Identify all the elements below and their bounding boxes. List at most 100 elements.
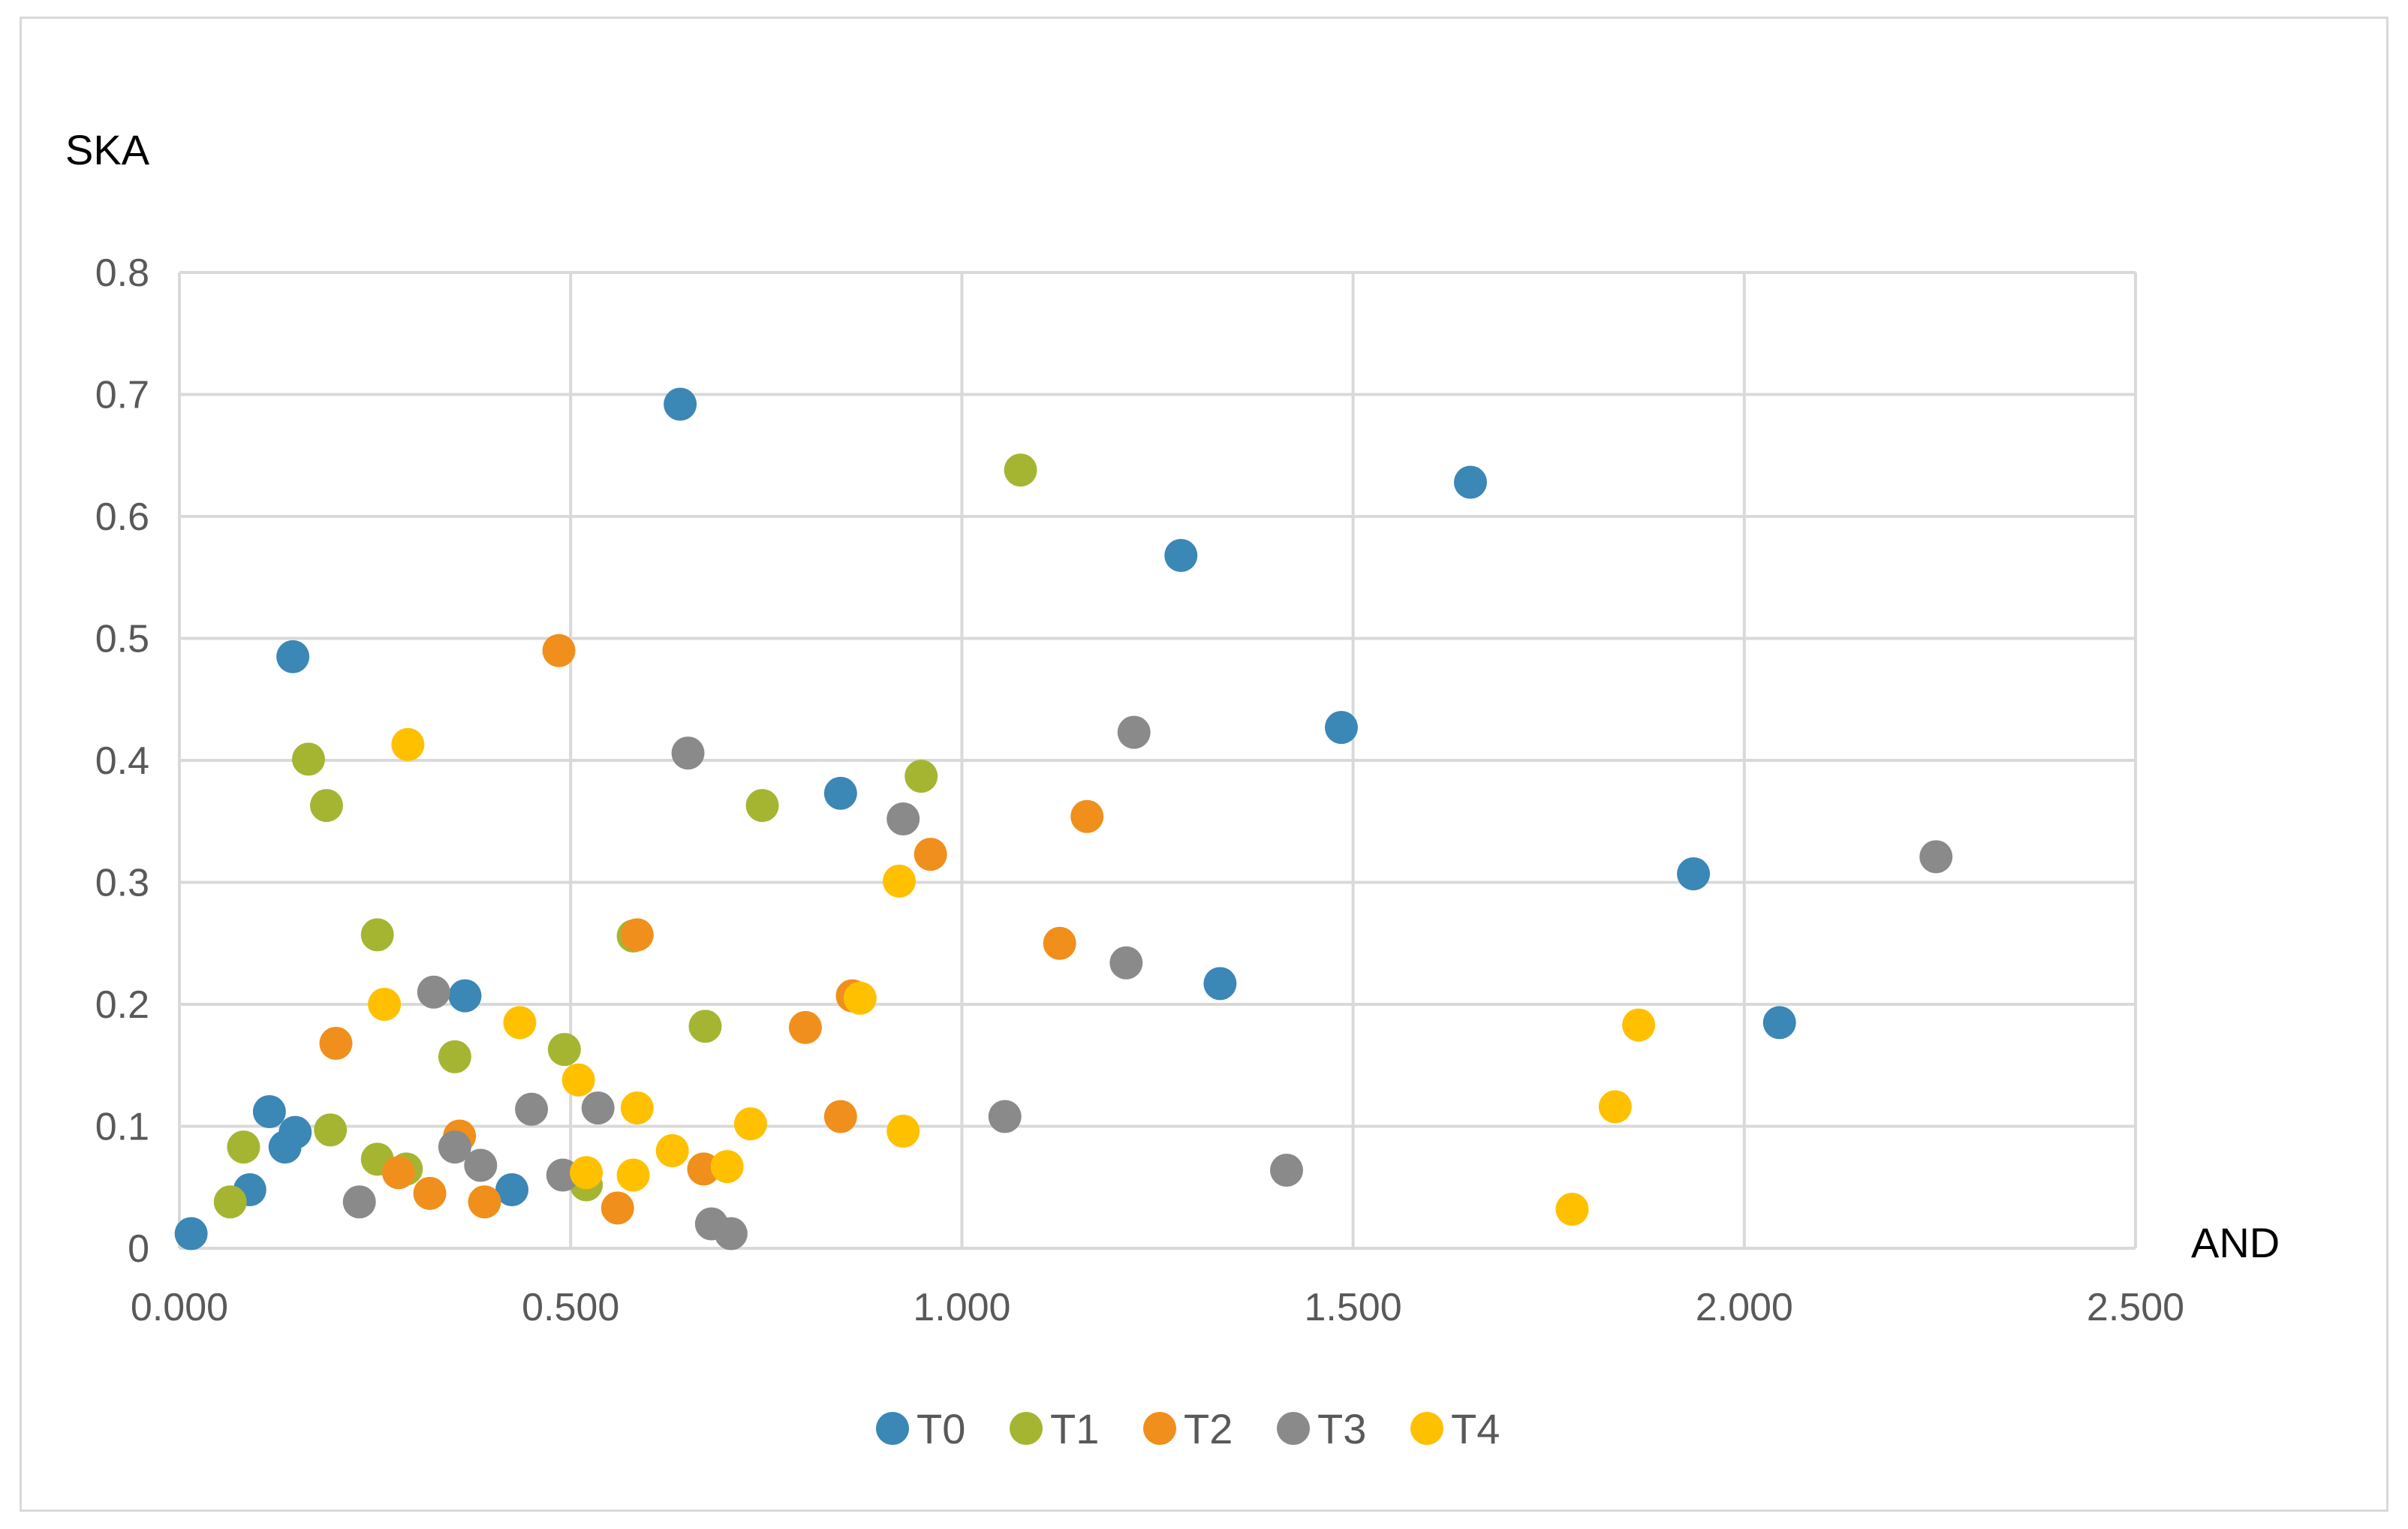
data-point-t4 (620, 1091, 654, 1125)
data-point-t2 (620, 918, 654, 952)
data-point-t0 (252, 1095, 286, 1128)
tick-label-layer: 0 0.1 0.2 0.3 0.4 0.5 0.6 0.7 0.8 0.000 0.500 1.000… (95, 251, 2184, 1329)
data-point-t4 (616, 1158, 650, 1192)
legend-item-t3: T3 (1277, 1405, 1366, 1452)
data-point-t3 (1269, 1154, 1303, 1187)
data-point-t0 (495, 1173, 529, 1206)
data-point-t0 (1203, 967, 1237, 1001)
data-point-t3 (464, 1148, 498, 1182)
data-point-t4 (1598, 1090, 1632, 1124)
data-point-t3 (515, 1092, 549, 1126)
data-point-t4 (1622, 1008, 1656, 1042)
data-point-t4 (843, 981, 877, 1015)
data-point-t0 (174, 1217, 208, 1251)
series-t2 (319, 634, 1104, 1225)
y-tick-label: 0.1 (95, 1106, 149, 1149)
legend-marker (1143, 1412, 1176, 1445)
data-point-t1 (688, 1010, 722, 1043)
data-point-t2 (914, 838, 947, 871)
data-point-t3 (438, 1130, 471, 1164)
data-point-t2 (1070, 799, 1104, 833)
y-tick-label: 0.5 (95, 618, 149, 661)
data-point-t2 (542, 634, 576, 667)
data-point-t4 (886, 1115, 920, 1148)
data-point-t2 (1043, 926, 1076, 960)
data-point-t2 (823, 1100, 857, 1133)
data-point-t0 (1677, 857, 1711, 891)
scatter-chart: 0 0.1 0.2 0.3 0.4 0.5 0.6 0.7 0.8 0.000 0.500 1.000… (65, 126, 2280, 1452)
data-point-t0 (1324, 711, 1358, 745)
data-point-t1 (213, 1185, 247, 1219)
data-point-t4 (561, 1063, 595, 1097)
data-point-t2 (468, 1185, 501, 1219)
data-point-t2 (413, 1176, 447, 1210)
chart-frame: 0 0.1 0.2 0.3 0.4 0.5 0.6 0.7 0.8 0.000 0.500 1.000… (20, 17, 2388, 1512)
x-axis-title: AND (2191, 1219, 2280, 1266)
legend-marker (1410, 1412, 1443, 1445)
data-point-t3 (671, 736, 705, 770)
data-point-t4 (368, 988, 402, 1021)
legend-marker (1277, 1412, 1310, 1445)
data-point-t3 (417, 975, 450, 1009)
data-point-t1 (547, 1033, 581, 1067)
data-point-t1 (309, 789, 343, 823)
legend-label: T0 (917, 1405, 965, 1452)
legend-marker (1010, 1412, 1043, 1445)
data-point-t1 (291, 742, 325, 776)
data-point-t2 (319, 1027, 353, 1060)
points-layer (174, 387, 1953, 1251)
data-point-t4 (883, 864, 917, 898)
data-point-t4 (1555, 1193, 1589, 1226)
y-axis-title: SKA (65, 126, 150, 173)
y-tick-label: 0 (128, 1227, 149, 1271)
legend-item-t1: T1 (1010, 1405, 1099, 1452)
x-tick-label: 2.000 (1696, 1286, 1793, 1329)
data-point-t1 (438, 1040, 471, 1073)
legend: T0 T1 T2 T3 T4 (876, 1405, 1500, 1452)
series-t0 (174, 387, 1796, 1251)
y-tick-label: 0.6 (95, 495, 149, 539)
data-point-t3 (714, 1217, 748, 1251)
data-point-t4 (710, 1150, 744, 1184)
x-tick-label: 2.500 (2087, 1286, 2184, 1329)
legend-item-t0: T0 (876, 1405, 965, 1452)
data-point-t2 (788, 1010, 822, 1044)
data-point-t0 (1453, 465, 1487, 499)
y-tick-label: 0.2 (95, 983, 149, 1027)
legend-item-t2: T2 (1143, 1405, 1233, 1452)
data-point-t1 (745, 789, 779, 823)
legend-label: T4 (1451, 1405, 1500, 1452)
legend-label: T1 (1050, 1405, 1099, 1452)
data-point-t1 (314, 1113, 348, 1147)
data-point-t3 (1117, 715, 1151, 749)
y-tick-label: 0.4 (95, 739, 149, 783)
data-point-t1 (360, 918, 394, 952)
data-point-t4 (570, 1156, 604, 1190)
legend-item-t4: T4 (1410, 1405, 1500, 1452)
series-t3 (342, 715, 1953, 1251)
data-point-t1 (905, 760, 938, 793)
data-point-t0 (278, 1115, 312, 1149)
x-tick-label: 0.000 (131, 1286, 228, 1329)
series-t4 (368, 727, 1656, 1226)
data-point-t0 (1164, 539, 1198, 572)
data-point-t4 (391, 727, 425, 761)
y-tick-label: 0.3 (95, 862, 149, 905)
data-point-t0 (1762, 1006, 1796, 1040)
x-tick-label: 0.500 (522, 1286, 619, 1329)
data-point-t1 (227, 1130, 260, 1164)
y-tick-label: 0.7 (95, 374, 149, 417)
data-point-t3 (581, 1091, 615, 1125)
data-point-t0 (664, 387, 697, 421)
data-point-t4 (655, 1134, 689, 1167)
data-point-t3 (1109, 946, 1143, 980)
data-point-t4 (733, 1107, 767, 1141)
data-point-t4 (503, 1006, 537, 1040)
data-point-t3 (886, 802, 920, 835)
legend-marker (876, 1412, 909, 1445)
legend-label: T3 (1317, 1405, 1366, 1452)
data-point-t3 (1919, 840, 1953, 874)
data-point-t0 (823, 776, 857, 810)
grid-layer (178, 271, 2137, 1250)
data-point-t0 (276, 640, 310, 673)
